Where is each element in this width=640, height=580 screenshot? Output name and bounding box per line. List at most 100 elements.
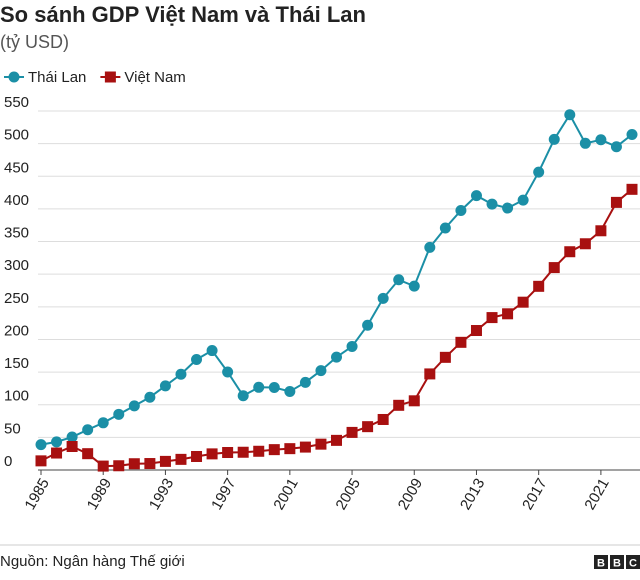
point [408,395,420,407]
point [159,380,171,392]
point [517,194,529,206]
x-tick-label: 1989 [84,475,115,512]
point [51,436,63,448]
point [175,368,187,380]
point [595,134,607,146]
point [331,351,342,363]
point [175,453,187,465]
y-tick-label: 50 [4,420,21,437]
point [377,413,389,425]
point [35,439,47,451]
point [564,246,576,258]
point [315,365,327,377]
logo-box [594,555,608,569]
source: Nguồn: Ngân hàng Thế giới [0,553,185,570]
point [144,391,156,403]
point [159,455,171,467]
point [362,421,374,433]
point [564,109,576,121]
point [97,417,109,429]
y-tick-label: 300 [4,257,29,274]
point [191,353,203,365]
point [191,450,203,462]
point [626,128,638,140]
point [299,441,311,453]
point [315,438,327,450]
x-tick-label: 1997 [208,475,239,512]
point [284,385,296,397]
point [128,458,140,470]
logo-box [610,555,624,569]
point [610,141,622,153]
series-line [40,188,633,468]
y-tick-label: 350 [4,225,29,242]
y-tick-label: 550 [4,94,29,111]
point [66,431,78,443]
point [268,381,280,393]
point [470,325,482,337]
point [82,424,94,436]
point [97,460,109,472]
point [610,196,622,208]
point [299,376,311,388]
legend-label: Thái Lan [28,69,86,86]
point [533,166,545,178]
point [237,390,249,402]
point [377,292,389,304]
point [548,133,560,145]
point [470,190,482,202]
y-tick-label: 0 [4,453,12,470]
logo-letter: B [597,558,605,570]
point [222,447,234,459]
x-tick-label: 2021 [581,475,612,512]
legend-marker [104,71,116,83]
logo-box [626,555,640,569]
point [66,441,78,453]
point [393,399,405,411]
point [113,460,125,472]
point [424,368,436,380]
chart-subtitle: (tỷ USD) [0,32,69,52]
chart-title: So sánh GDP Việt Nam và Thái Lan [0,2,366,27]
point [113,408,125,420]
point [424,241,436,253]
legend-marker [8,71,20,83]
y-tick-label: 150 [4,355,29,372]
point [548,262,560,274]
legend-label: Việt Nam [124,69,185,86]
point [82,448,94,460]
point [626,183,638,195]
point [346,426,358,438]
y-tick-label: 250 [4,290,29,307]
y-tick-label: 450 [4,159,29,176]
x-tick-label: 1985 [21,475,52,512]
point [455,336,467,348]
x-tick-label: 2013 [457,475,488,512]
point [439,351,451,363]
point [51,447,63,459]
point [455,204,467,216]
point [533,280,545,292]
y-tick-label: 200 [4,322,29,339]
point [284,443,296,455]
point [253,381,265,393]
point [486,312,498,324]
point [253,445,265,457]
point [268,444,280,456]
y-tick-label: 500 [4,127,29,144]
x-tick-label: 2001 [270,475,301,512]
y-tick-label: 100 [4,388,29,405]
x-tick-label: 2009 [395,475,426,512]
point [144,458,156,470]
point [408,280,420,292]
x-tick-label: 1993 [146,475,177,512]
point [331,434,342,446]
logo-letter: B [613,558,621,570]
point [579,238,591,250]
point [486,198,498,210]
point [439,222,451,234]
point [517,296,529,308]
point [362,319,374,331]
x-tick-label: 2017 [519,475,550,512]
